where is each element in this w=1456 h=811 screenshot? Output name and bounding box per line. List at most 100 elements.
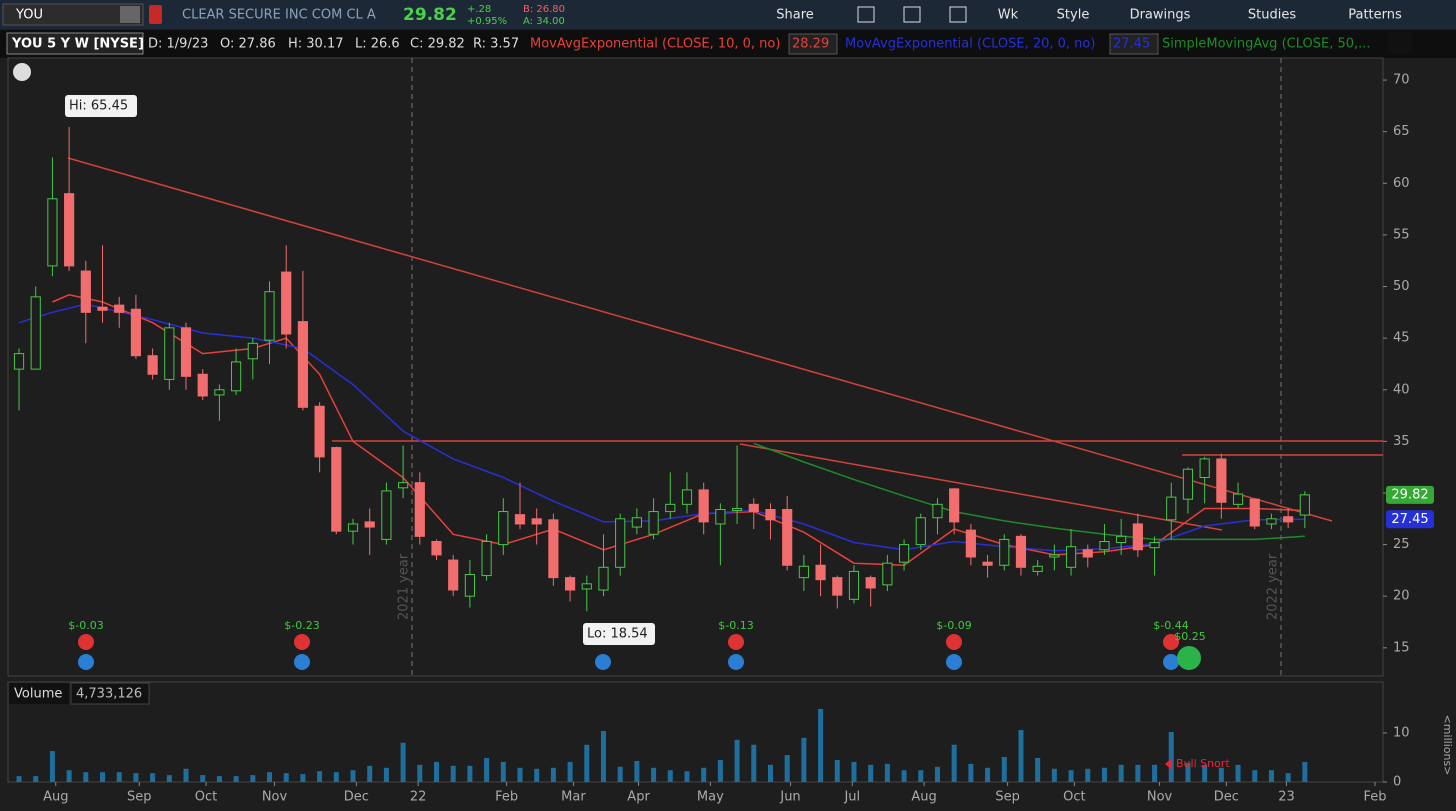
candle-body: [1199, 458, 1210, 479]
volume-bar: [133, 773, 139, 782]
volume-unit: <millions>: [1441, 715, 1454, 776]
symbol-box[interactable]: [2, 3, 144, 26]
dropdown[interactable]: [120, 6, 140, 23]
toolbar-button[interactable]: Drawings: [1130, 8, 1191, 23]
candle-body: [464, 574, 475, 597]
candle-body: [231, 361, 242, 392]
candle-body: [765, 509, 776, 521]
candle-body: [214, 389, 225, 396]
candle-body: [1216, 458, 1227, 503]
candle-body: [514, 514, 526, 525]
x-tick-label: Jul: [843, 790, 860, 805]
candle-body: [865, 577, 876, 589]
symbol[interactable]: YOU: [15, 8, 43, 23]
x-tick-label: Jun: [779, 790, 800, 805]
candle-body: [815, 564, 826, 581]
volume-bar: [1085, 768, 1091, 782]
volume-bar: [166, 775, 172, 782]
y-tick-label: 65: [1393, 124, 1410, 139]
event-icon[interactable]: [78, 654, 94, 670]
link-icon[interactable]: [149, 5, 162, 24]
year-label: 2022 year: [1266, 553, 1281, 620]
moving-average: [52, 294, 1305, 566]
x-tick-label: Mar: [561, 790, 586, 805]
event-icon[interactable]: [728, 654, 744, 670]
header-field: H: 30.17: [288, 37, 344, 52]
x-tick-label: Nov: [1147, 790, 1173, 805]
event-icon[interactable]: [595, 654, 611, 670]
toolbar-button[interactable]: Style: [1057, 8, 1090, 23]
volume-bar: [1001, 757, 1007, 782]
header-field: D: 1/9/23: [148, 37, 208, 52]
candle-body: [1149, 542, 1160, 549]
candle-body: [949, 488, 960, 523]
candle-body: [247, 342, 258, 360]
toolbar-icon[interactable]: [949, 6, 967, 23]
header-bar: [0, 30, 1456, 58]
candle-body: [748, 503, 759, 513]
candle-body: [965, 529, 976, 558]
candle-body: [1099, 540, 1110, 551]
earnings-value: $-0.09: [936, 619, 971, 632]
volume-bar: [49, 751, 55, 782]
candle-body: [932, 503, 943, 519]
x-tick-label: 23: [1278, 790, 1295, 805]
candle-body: [1065, 546, 1077, 568]
volume-bar: [834, 759, 840, 782]
volume-bar: [66, 770, 72, 782]
earnings-icon[interactable]: [294, 634, 310, 650]
y-tick-label: 70: [1393, 73, 1410, 88]
volume-label-box: [9, 683, 69, 704]
signal-label: Bull Snort: [1176, 757, 1230, 770]
volume-bar: [1218, 767, 1224, 782]
toolbar-button[interactable]: Share: [776, 8, 814, 23]
candle-body: [848, 570, 860, 600]
candle-body: [97, 306, 108, 311]
volume-bar: [634, 760, 640, 782]
volume-bar: [801, 737, 807, 782]
candle-body: [114, 304, 125, 313]
toolbar-icon[interactable]: [857, 6, 875, 23]
event-icon[interactable]: [294, 654, 310, 670]
toolbar: [0, 0, 1456, 29]
volume-bar: [1235, 764, 1241, 782]
toolbar-icon[interactable]: [903, 6, 921, 23]
candle-body: [1182, 468, 1194, 500]
toolbar-button[interactable]: Wk: [998, 8, 1019, 23]
study-label: SimpleMovingAvg (CLOSE, 50,...: [1162, 37, 1371, 52]
volume-bar: [116, 772, 122, 782]
study-value: 28.29: [792, 37, 829, 52]
candle-body: [381, 490, 392, 540]
earnings-icon[interactable]: [1163, 634, 1179, 650]
toolbar-button[interactable]: Patterns: [1348, 8, 1402, 23]
candle-body: [681, 489, 693, 505]
study-title: YOU 5 Y W [NYSE]: [11, 37, 144, 52]
candle-body: [414, 482, 425, 537]
volume-bar: [651, 767, 657, 782]
volume-bar: [968, 763, 974, 782]
candle-body: [481, 540, 492, 577]
alert-icon[interactable]: [13, 63, 31, 81]
event-icon[interactable]: [946, 654, 962, 670]
volume-bar: [851, 761, 857, 782]
volume-bar: [283, 773, 289, 782]
volume-bar: [233, 776, 239, 782]
volume-bar: [751, 744, 757, 782]
volume-last-box: [70, 682, 150, 705]
volume-bar: [333, 772, 339, 782]
earnings-icon[interactable]: [78, 634, 94, 650]
earnings-icon[interactable]: [728, 634, 744, 650]
moving-average: [753, 442, 1305, 541]
earnings-value: $-0.23: [284, 619, 319, 632]
volume-bar: [600, 731, 606, 782]
x-tick-label: Nov: [262, 790, 288, 805]
volume-bar: [985, 767, 991, 782]
event-icon[interactable]: [1163, 654, 1179, 670]
dividend-icon[interactable]: [1177, 646, 1201, 670]
volume-bar: [784, 755, 790, 782]
trend-line: [739, 443, 1223, 531]
volume-bar: [1285, 773, 1291, 782]
earnings-icon[interactable]: [946, 634, 962, 650]
draw-tool[interactable]: [1388, 32, 1412, 54]
toolbar-button[interactable]: Studies: [1248, 8, 1296, 23]
